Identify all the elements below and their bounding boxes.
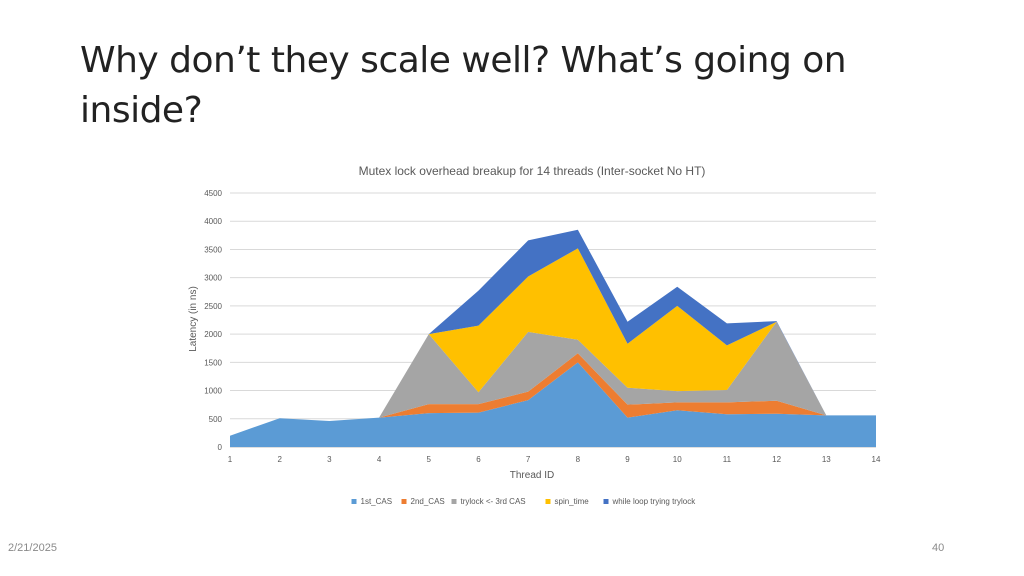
area-series-1st-cas (230, 362, 876, 447)
legend-swatch (351, 499, 357, 504)
chart-title: Mutex lock overhead breakup for 14 threa… (359, 164, 706, 178)
x-tick-label: 5 (427, 455, 432, 464)
y-tick-label: 2000 (204, 330, 222, 339)
x-tick-label: 8 (576, 455, 581, 464)
y-tick-label: 2500 (204, 302, 222, 311)
area-series-while-loop-trying-trylock (230, 229, 876, 436)
legend-swatch (401, 499, 407, 504)
legend-label: 1st_CAS (361, 497, 393, 506)
x-tick-label: 3 (327, 455, 332, 464)
x-axis-tick-labels: 1 2 3 4 5 6 7 8 9 10 11 12 13 14 (228, 455, 881, 464)
y-tick-label: 3000 (204, 274, 222, 283)
legend: 1st_CAS 2nd_CAS trylock <- 3rd CAS spin_tim… (351, 497, 697, 506)
page-number: 40 (932, 542, 945, 554)
x-tick-label: 11 (723, 455, 732, 464)
x-tick-label: 7 (526, 455, 531, 464)
x-tick-label: 4 (377, 455, 382, 464)
legend-swatch (451, 499, 457, 504)
x-tick-label: 9 (625, 455, 630, 464)
area-series-group (230, 229, 876, 447)
x-axis-label: Thread ID (510, 470, 554, 481)
legend-label: trylock <- 3rd CAS (461, 497, 526, 506)
x-tick-label: 2 (277, 455, 282, 464)
x-tick-label: 1 (228, 455, 233, 464)
slide-title: Why don’t they scale well? What’s going … (80, 40, 847, 131)
area-series-spin-time (230, 248, 876, 436)
y-tick-label: 3500 (204, 245, 222, 254)
x-tick-label: 14 (872, 455, 881, 464)
legend-label: 2nd_CAS (411, 497, 445, 506)
y-tick-label: 4500 (204, 189, 222, 198)
x-tick-label: 12 (772, 455, 781, 464)
y-tick-label: 500 (209, 415, 223, 424)
y-tick-label: 1000 (204, 387, 222, 396)
x-tick-label: 13 (822, 455, 831, 464)
x-tick-label: 6 (476, 455, 481, 464)
y-tick-label: 0 (218, 443, 223, 452)
x-tick-label: 10 (673, 455, 682, 464)
legend-swatch (545, 499, 551, 504)
y-tick-label: 1500 (204, 358, 222, 367)
y-axis-label: Latency (in ns) (188, 286, 199, 352)
y-axis-tick-labels: 0 500 1000 1500 2000 2500 3000 3500 4000 4500 (204, 189, 222, 452)
y-tick-label: 4000 (204, 217, 222, 226)
footer-date: 2/21/2025 (8, 542, 57, 554)
area-series-trylock-3rd-cas (230, 321, 876, 436)
area-series-2nd-cas (230, 353, 876, 436)
legend-label: while loop trying trylock (612, 497, 697, 506)
legend-swatch (603, 499, 609, 504)
legend-label: spin_time (555, 497, 590, 506)
